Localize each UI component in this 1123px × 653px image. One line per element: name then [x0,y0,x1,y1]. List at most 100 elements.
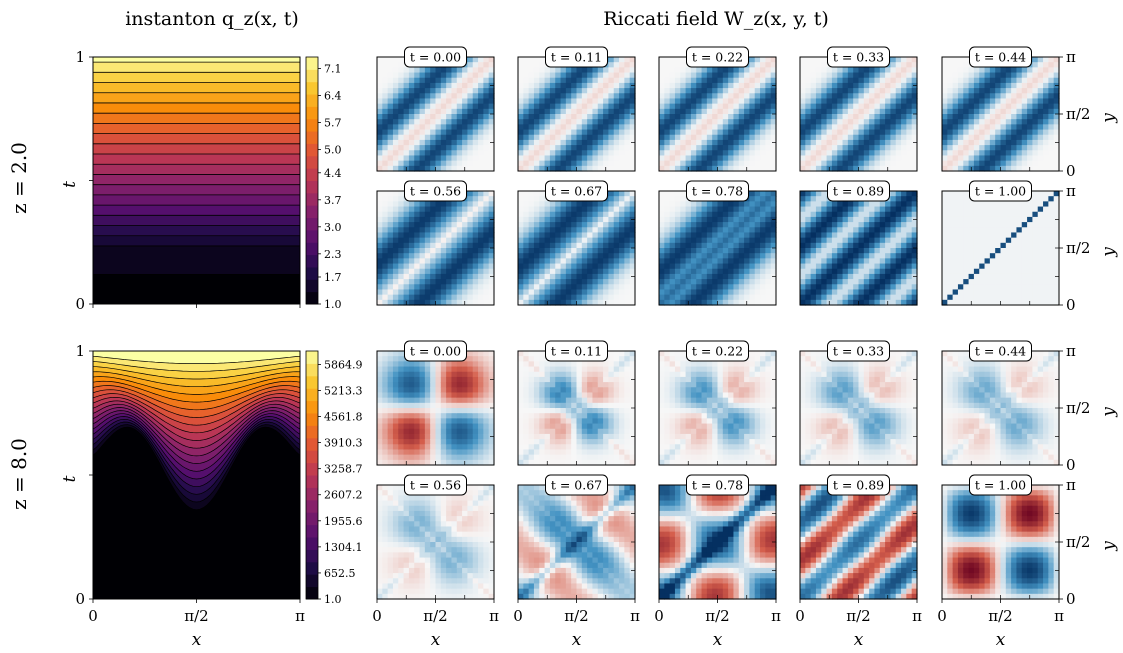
time-badge [827,46,890,68]
time-badge [404,474,467,496]
time-badge [827,180,890,202]
colorbar-z2: 1.0 1.7 2.3 3.0 3.7 4.4 5.0 5.7 6.4 7.1 [305,56,342,311]
colorbar-tick-label: 1.0 [324,298,342,311]
time-badge [969,180,1032,202]
riccati-xaxis: 0 π/2 π x [372,599,499,650]
riccati-xtick-label: π/2 [564,607,588,625]
riccati-panel-z8-7: t = 0.78 [658,474,777,600]
riccati-ytick-label: π/2 [1066,533,1090,551]
time-badge [827,474,890,496]
riccati-panel-z8-5: t = 0.56 [376,474,495,600]
riccati-ytick-label: π [1066,48,1076,66]
colorbar-tick-label: 1.7 [324,271,342,284]
time-badge-label: t = 0.22 [692,50,743,65]
time-badge-label: t = 0.11 [551,50,602,65]
instanton-ytick-label: 1 [75,48,85,66]
instanton-xtick-label: 0 [88,607,98,625]
time-badge-label: t = 0.56 [410,478,461,493]
time-badge [686,46,749,68]
instanton-xtick-label: π/2 [184,607,208,625]
instanton-title-text: instanton q_z(x, t) [125,8,299,30]
colorbar-tick-label: 4561.8 [324,411,363,424]
time-badge [404,180,467,202]
riccati-panel-z2-8: t = 0.89 [799,180,918,306]
colorbar-tick-label: 3.0 [324,221,342,234]
colorbar-tick-label: 5.7 [324,117,342,130]
row-label-z8: z = 8.0 [7,438,31,510]
riccati-panel-z2-3: t = 0.33 [799,46,918,172]
instanton-plot-z2 [93,57,300,304]
riccati-ytick-label: π [1066,476,1076,494]
riccati-panel-z8-9: t = 1.00 [941,474,1060,600]
instanton-ylabel: t [60,181,80,188]
riccati-panel-z8-2: t = 0.22 [658,340,777,466]
instanton-panels: 1.0 1.7 2.3 3.0 3.7 4.4 5.0 5.7 6.4 7.1 1.0 652.5 13… [92,56,363,606]
riccati-panel-z2-5: t = 0.56 [376,180,495,306]
colorbar-tick-label: 5.0 [324,144,342,157]
time-badge-label: t = 1.00 [975,478,1026,493]
time-badge [686,180,749,202]
riccati-ytick-label: π [1066,182,1076,200]
time-badge-label: t = 0.67 [551,478,602,493]
riccati-xtick-label: π [1054,607,1064,625]
row-label-z2: z = 2.0 [7,142,31,214]
colorbar-z8: 1.0 652.5 1304.1 1955.6 2607.2 3258.7 3910.3 45… [305,350,363,606]
colorbar-tick-label: 1955.6 [324,515,363,528]
riccati-xtick-label: π/2 [988,607,1012,625]
riccati-xtick-label: π [771,607,781,625]
riccati-xtick-label: 0 [654,607,664,625]
riccati-xtick-label: π/2 [846,607,870,625]
colorbar-tick-label: 652.5 [324,567,356,580]
riccati-xaxis: 0 π/2 π x [654,599,781,650]
riccati-ytick-label: 0 [1066,162,1076,180]
riccati-ylabel: y [1099,541,1119,552]
time-badge-label: t = 0.44 [975,344,1026,359]
time-badge [686,340,749,362]
time-badge-label: t = 0.78 [692,184,743,199]
riccati-panel-z2-6: t = 0.67 [517,180,636,306]
riccati-panel-z8-8: t = 0.89 [799,474,918,600]
colorbar-tick-label: 1304.1 [324,541,363,554]
instanton-ylabel: t [60,475,80,482]
instanton-ytick-label: 0 [75,295,85,313]
riccati-ylabel: y [1099,247,1119,258]
riccati-ylabel: y [1099,113,1119,124]
riccati-panel-z2-7: t = 0.78 [658,180,777,306]
time-badge-label: t = 0.78 [692,478,743,493]
riccati-ytick-label: 0 [1066,456,1076,474]
riccati-panel-z2-4: t = 0.44 [941,46,1060,172]
time-badge-label: t = 0.67 [551,184,602,199]
time-badge [969,46,1032,68]
colorbar-tick-label: 3.7 [324,194,342,207]
time-badge-label: t = 0.33 [833,50,884,65]
riccati-xaxis: 0 π/2 π x [937,599,1064,650]
riccati-ytick-label: 0 [1066,296,1076,314]
riccati-xtick-label: π [630,607,640,625]
time-badge [545,180,608,202]
riccati-yaxis: π π/2 0 y [1059,182,1119,314]
colorbar-tick-label: 6.4 [324,90,342,103]
colorbar-tick-label: 5864.9 [324,358,363,371]
time-badge [545,474,608,496]
time-badge-label: t = 0.56 [410,184,461,199]
riccati-xtick-label: 0 [372,607,382,625]
riccati-xtick-label: 0 [937,607,947,625]
time-badge [969,474,1032,496]
time-badge [827,340,890,362]
colorbar-tick-label: 4.4 [324,167,342,180]
colorbar-tick-label: 2.3 [324,248,342,261]
riccati-xtick-label: π [489,607,499,625]
riccati-panel-z2-9: t = 1.00 [941,180,1060,306]
colorbar-tick-label: 3258.7 [324,463,363,476]
riccati-xlabel: x [431,630,441,650]
riccati-xtick-label: π [912,607,922,625]
time-badge-label: t = 0.22 [692,344,743,359]
riccati-ytick-label: π/2 [1066,399,1090,417]
riccati-ytick-label: π/2 [1066,239,1090,257]
instanton-xtick-label: π [295,607,305,625]
riccati-xtick-label: π/2 [705,607,729,625]
riccati-title: Riccati field W_z(x, y, t) [603,8,829,30]
time-badge-label: t = 0.89 [833,478,884,493]
riccati-xlabel: x [996,630,1006,650]
